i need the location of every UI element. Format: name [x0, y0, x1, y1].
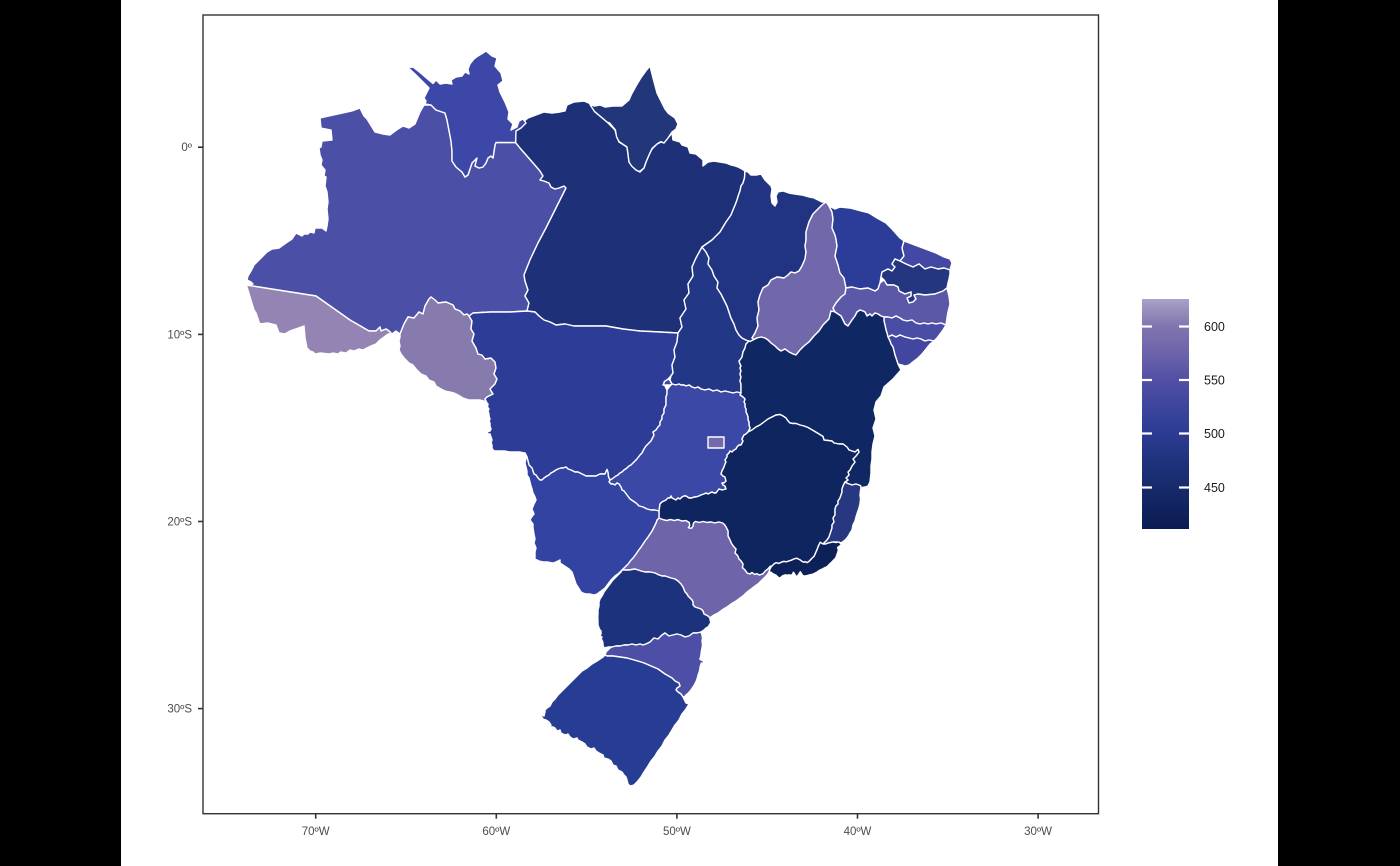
svg-text:20ºS: 20ºS: [167, 517, 192, 529]
svg-text:450: 450: [1204, 481, 1225, 495]
svg-text:40ºW: 40ºW: [844, 826, 872, 838]
svg-text:50ºW: 50ºW: [663, 826, 691, 838]
svg-text:30ºS: 30ºS: [167, 704, 192, 716]
svg-text:500: 500: [1204, 427, 1225, 441]
svg-text:0º: 0º: [181, 142, 192, 154]
svg-text:70ºW: 70ºW: [302, 826, 330, 838]
svg-text:600: 600: [1204, 320, 1225, 334]
svg-text:10ºS: 10ºS: [167, 329, 192, 341]
svg-text:60ºW: 60ºW: [482, 826, 510, 838]
svg-text:550: 550: [1204, 374, 1225, 388]
svg-text:30ºW: 30ºW: [1024, 826, 1052, 838]
